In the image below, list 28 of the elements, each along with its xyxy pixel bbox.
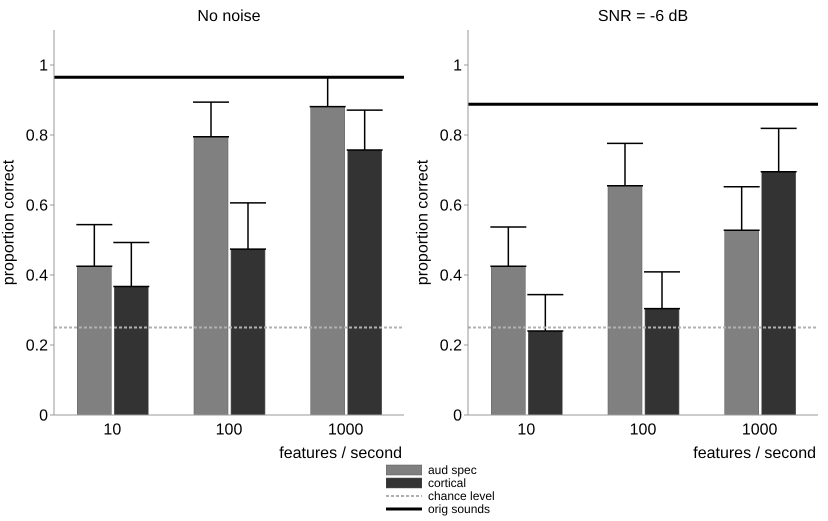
legend-label: orig sounds [428,502,490,516]
y-tick-label: 0.8 [440,128,462,145]
y-tick-label: 0.2 [26,338,48,355]
legend-label: aud spec [428,462,477,476]
y-tick-label: 1 [453,58,462,75]
x-axis-title: features / second [279,445,402,462]
x-tick-label: 100 [216,421,242,438]
y-tick-label: 0.4 [26,268,48,285]
y-tick-label: 0.6 [440,198,462,215]
y-axis-title: proportion correct [0,159,18,286]
x-tick-label: 1000 [742,421,778,438]
y-tick-label: 0.4 [440,268,462,285]
chart-title: No noise [196,8,262,26]
x-axis-title: features / second [693,445,816,462]
x-tick-label: 10 [517,421,536,438]
x-tick-label: 1000 [328,421,364,438]
legend-label: chance level [428,488,495,502]
y-tick-label: 0.2 [440,338,462,355]
x-tick-label: 100 [630,421,656,438]
x-tick-label: 10 [103,421,122,438]
y-tick-label: 0 [453,408,462,425]
y-tick-label: 0.8 [26,128,48,145]
y-tick-label: 0.6 [26,198,48,215]
y-tick-label: 1 [39,58,48,75]
y-tick-label: 0 [39,408,48,425]
legend-label: cortical [428,476,466,490]
chart-title: SNR = -6 dB [596,8,690,26]
y-axis-title: proportion correct [414,159,432,286]
